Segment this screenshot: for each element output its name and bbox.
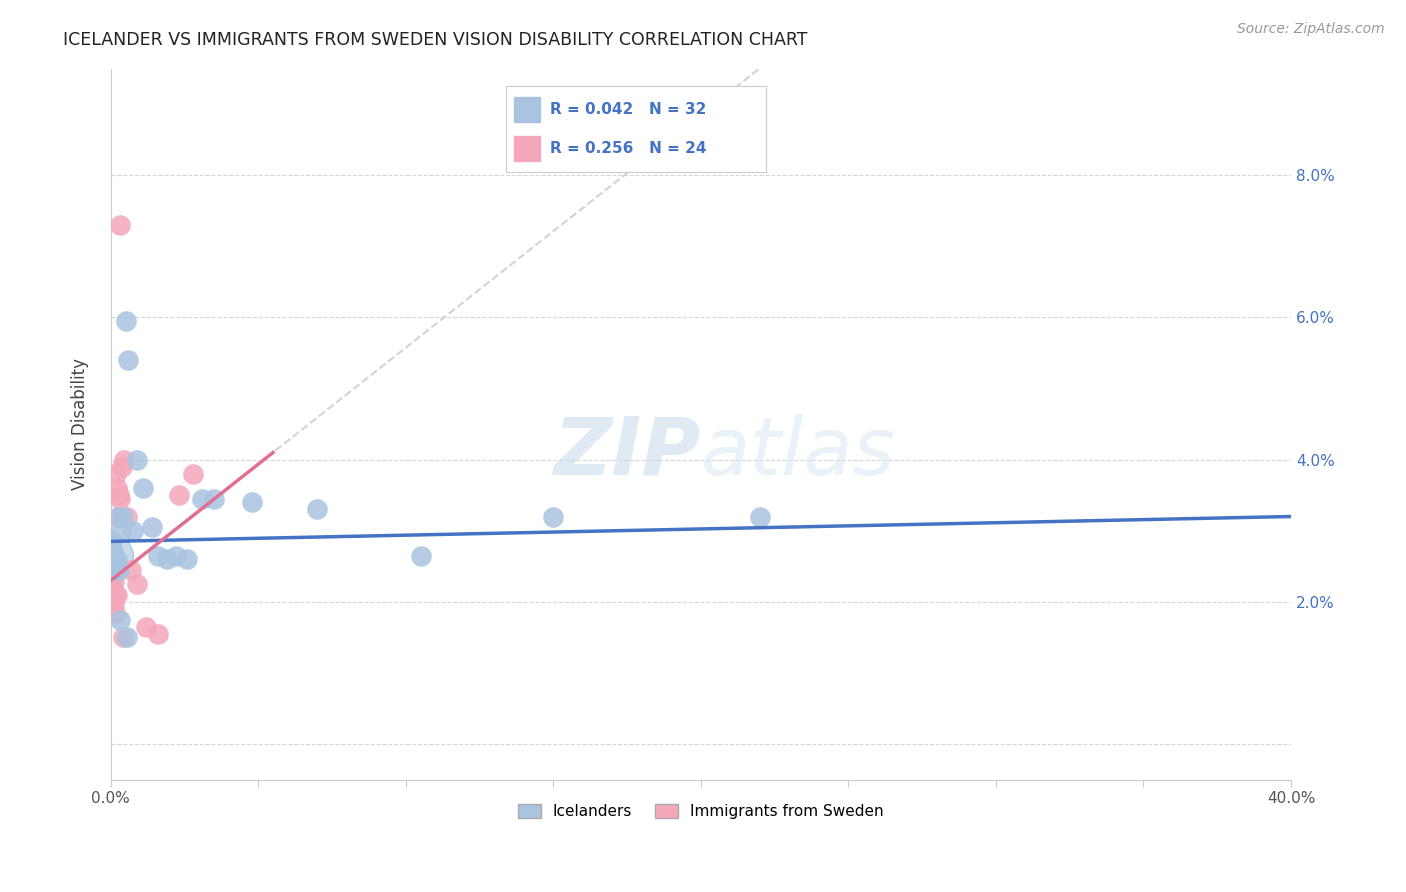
Point [111,459,134,474]
Text: ICELANDER VS IMMIGRANTS FROM SWEDEN VISION DISABILITY CORRELATION CHART: ICELANDER VS IMMIGRANTS FROM SWEDEN VISI… [63,31,808,49]
Point [146,549,169,563]
Point [101,588,124,602]
Point [112,631,135,645]
Point [105,552,128,566]
Point [103,556,125,570]
Point [105,481,128,495]
Point [105,556,128,570]
Point [127,577,149,591]
Point [146,627,169,641]
Point [101,545,124,559]
Point [156,552,179,566]
Point [748,509,770,524]
Point [176,552,198,566]
Point [141,520,163,534]
Point [103,599,125,613]
Point [165,549,187,563]
Point [135,620,157,634]
Point [108,613,131,627]
Point [127,452,149,467]
Point [114,314,136,328]
Point [104,606,127,620]
Y-axis label: Vision Disability: Vision Disability [72,358,89,490]
Point [103,549,125,563]
Point [108,563,131,577]
Point [105,588,128,602]
Point [108,488,131,502]
Point [103,574,125,588]
Point [108,218,131,232]
Point [105,559,128,574]
Point [112,452,135,467]
Text: Source: ZipAtlas.com: Source: ZipAtlas.com [1237,22,1385,37]
Point [101,534,124,549]
Point [104,588,127,602]
Point [117,353,139,368]
Point [191,491,214,506]
Text: atlas: atlas [702,414,896,491]
Point [167,488,190,502]
Point [242,495,264,509]
Point [132,481,155,495]
Point [110,524,132,538]
Point [111,509,134,524]
Point [183,467,205,481]
Point [409,549,432,563]
Point [115,509,138,524]
Point [543,509,565,524]
Point [122,524,145,538]
Point [108,491,131,506]
Point [105,467,128,481]
Point [307,502,329,516]
Point [104,552,127,566]
Point [101,581,124,595]
Text: ZIP: ZIP [554,414,702,491]
Point [107,509,129,524]
Point [120,563,142,577]
Point [107,509,129,524]
Point [104,563,127,577]
Point [115,631,138,645]
Point [101,563,124,577]
Point [202,491,225,506]
Point [101,549,124,563]
Legend: Icelanders, Immigrants from Sweden: Icelanders, Immigrants from Sweden [512,798,890,825]
